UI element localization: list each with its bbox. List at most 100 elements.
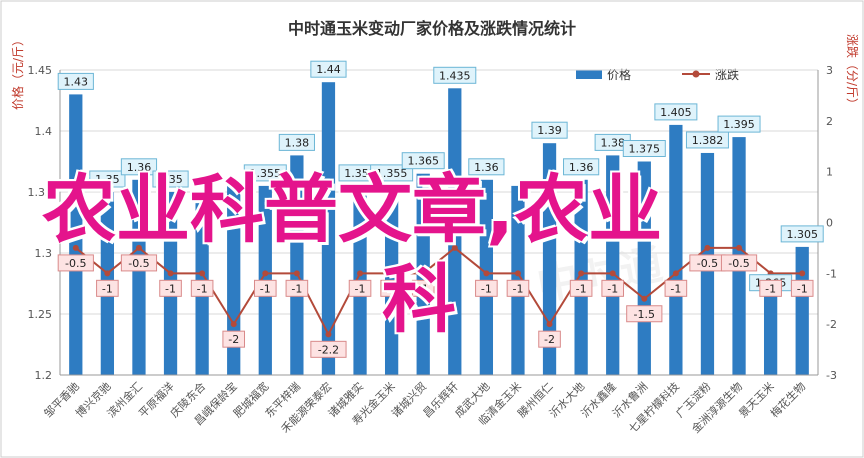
price-label-box xyxy=(685,131,729,149)
y-right-tick-label: -3 xyxy=(826,369,837,382)
price-label-box xyxy=(563,158,600,176)
change-point xyxy=(609,270,616,277)
change-label-box xyxy=(790,279,814,297)
change-label: -1 xyxy=(481,282,492,295)
change-label-box xyxy=(475,279,498,297)
price-label: 1.375 xyxy=(629,143,661,156)
price-label: 1.35 xyxy=(95,173,120,186)
change-point xyxy=(799,270,806,277)
change-label-box xyxy=(569,279,593,297)
price-label: 1.405 xyxy=(660,106,692,119)
change-label-box xyxy=(759,279,782,297)
change-point xyxy=(736,244,743,251)
change-label: -0.5 xyxy=(728,257,749,270)
price-label: 1.36 xyxy=(127,161,152,174)
change-point xyxy=(199,270,206,277)
change-label-box xyxy=(720,254,758,272)
price-label: 1.435 xyxy=(439,69,471,82)
price-label: 1.44 xyxy=(316,63,341,76)
change-label: -1 xyxy=(386,282,397,295)
legend-line-marker xyxy=(692,70,700,78)
change-label: -0.5 xyxy=(128,257,149,270)
y-right-tick-label: 2 xyxy=(826,115,833,128)
change-point xyxy=(357,270,364,277)
change-point xyxy=(135,244,142,251)
legend: 价格 涨跌 xyxy=(576,67,739,82)
y-right-tick-label: -2 xyxy=(826,318,837,331)
price-label: 1.35 xyxy=(158,173,183,186)
change-label-box xyxy=(285,279,309,297)
change-label-box xyxy=(348,279,372,297)
change-point xyxy=(325,331,332,338)
price-label: 1.43 xyxy=(64,75,89,88)
price-label-box xyxy=(401,152,445,170)
price-bar xyxy=(69,94,83,376)
change-point xyxy=(578,270,585,277)
price-label-box xyxy=(433,66,477,84)
change-label: -1 xyxy=(512,282,523,295)
change-point xyxy=(167,270,174,277)
price-label-box xyxy=(243,164,287,182)
price-label-box xyxy=(120,158,158,176)
y-right-tick-label: 3 xyxy=(826,64,833,77)
change-label-box xyxy=(222,330,246,348)
change-label: -2 xyxy=(544,333,555,346)
y-left-tick-label: 1.3 xyxy=(35,247,53,260)
change-point xyxy=(641,295,648,302)
price-bar xyxy=(606,155,620,375)
change-line xyxy=(75,246,803,337)
change-label: -1 xyxy=(765,282,776,295)
change-label: -1 xyxy=(197,282,208,295)
change-label: -1 xyxy=(291,282,302,295)
change-point xyxy=(388,270,395,277)
y-right-tick-label: 1 xyxy=(826,166,833,179)
change-label-box xyxy=(96,279,119,297)
change-label-box xyxy=(664,279,688,297)
price-label-box xyxy=(654,103,698,121)
change-point xyxy=(293,270,300,277)
change-label: -1 xyxy=(797,282,808,295)
legend-bar-swatch xyxy=(576,70,602,79)
change-label: -2 xyxy=(228,333,239,346)
y-right-axis-label: 涨跌（分/斤） xyxy=(845,34,860,110)
price-label-box xyxy=(152,170,189,188)
y-left-tick-label: 1.2 xyxy=(35,369,53,382)
price-bar xyxy=(795,246,809,375)
price-bar xyxy=(448,88,462,376)
price-label: 1.382 xyxy=(692,134,724,147)
price-label: 1.38 xyxy=(285,136,310,149)
legend-bar-label: 价格 xyxy=(607,67,631,82)
change-point xyxy=(704,244,711,251)
price-label-box xyxy=(89,170,126,188)
change-label: -2.2 xyxy=(318,343,339,356)
y-left-axis-label: 价格（元/斤） xyxy=(10,34,25,110)
change-label-box xyxy=(538,330,561,348)
change-label-box xyxy=(380,279,403,297)
price-label-box xyxy=(780,225,824,243)
change-point xyxy=(546,321,553,328)
change-label-box xyxy=(601,279,625,297)
y-left-tick-label: 1.25 xyxy=(28,308,53,321)
change-point xyxy=(451,244,458,251)
legend-line-label: 涨跌 xyxy=(715,67,739,82)
change-label-box xyxy=(310,340,347,358)
price-bar xyxy=(637,161,651,375)
price-bar xyxy=(290,155,304,375)
price-label-box xyxy=(310,60,347,78)
change-point xyxy=(230,321,237,328)
change-label: -1 xyxy=(260,282,271,295)
price-label: 1.36 xyxy=(474,161,499,174)
change-point xyxy=(672,270,679,277)
price-label: 1.38 xyxy=(600,136,625,149)
price-label-box xyxy=(531,121,568,139)
change-label: -1 xyxy=(607,282,618,295)
change-label-box xyxy=(57,254,94,272)
price-label: 1.355 xyxy=(376,167,408,180)
y-right-tick-label: -1 xyxy=(826,267,837,280)
change-label-box xyxy=(120,254,158,272)
y-left-tick-label: 1.4 xyxy=(35,125,53,138)
y-left-tick-label: 1.35 xyxy=(28,186,53,199)
change-label: -1 xyxy=(165,282,176,295)
change-point xyxy=(420,270,427,277)
